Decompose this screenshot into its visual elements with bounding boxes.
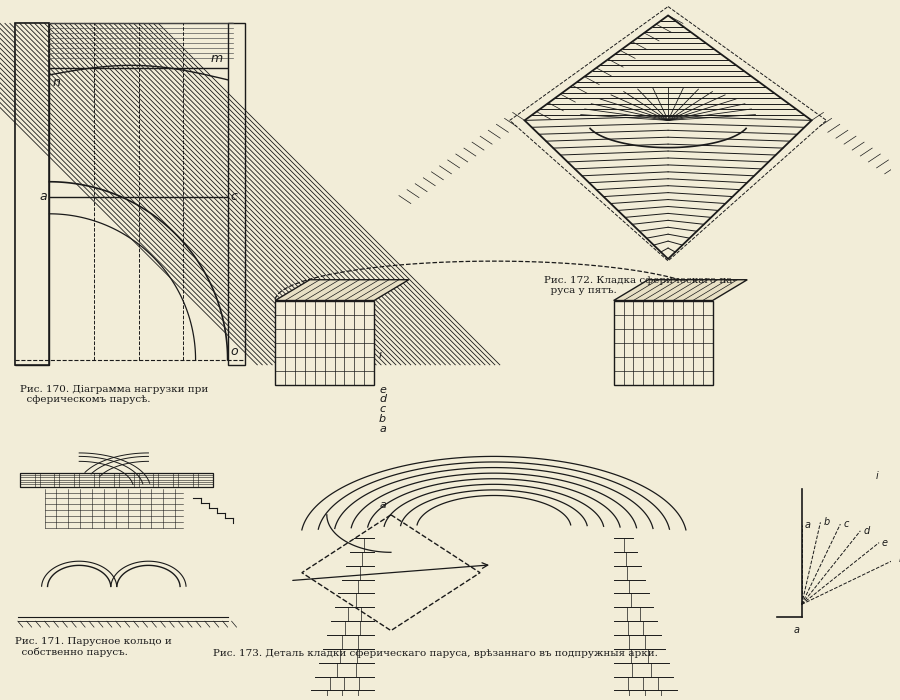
Polygon shape [614,300,713,384]
Text: Рис. 171. Парусное кольцо и
  собственно парусъ.: Рис. 171. Парусное кольцо и собственно п… [14,637,172,657]
Text: i: i [379,350,382,360]
Polygon shape [275,280,409,300]
Bar [14,23,50,365]
Text: b: b [379,414,386,424]
Text: o: o [230,345,238,358]
Text: Рис. 173. Деталь кладки сферическаго паруса, врѣзаннаго въ подпружныя арки.: Рис. 173. Деталь кладки сферическаго пар… [212,649,658,658]
Bar [20,473,212,486]
Text: c: c [379,405,385,414]
Bar [50,23,232,68]
Text: d: d [379,395,386,405]
Bar [228,23,246,365]
Text: Рис. 172. Кладка сферическаго па-
  руса у пятъ.: Рис. 172. Кладка сферическаго па- руса у… [544,276,736,295]
Text: a: a [379,424,386,434]
Polygon shape [275,300,374,384]
Bar [14,23,50,365]
Polygon shape [302,514,480,631]
Text: e: e [882,538,888,547]
Text: a: a [794,625,800,635]
Text: e: e [379,384,386,395]
Text: a: a [380,500,386,510]
Text: k: k [898,554,900,564]
Text: c: c [230,190,238,203]
Text: Рис. 170. Діаграмма нагрузки при
  сферическомъ парусѣ.: Рис. 170. Діаграмма нагрузки при сфериче… [20,384,208,404]
Text: a: a [40,190,48,203]
Text: c: c [843,519,849,529]
Text: b: b [824,517,830,527]
Text: d: d [863,526,869,536]
Text: i: i [876,470,878,481]
Text: m: m [211,52,222,64]
Polygon shape [614,280,747,300]
Text: a: a [805,520,811,530]
Text: n: n [52,76,60,90]
